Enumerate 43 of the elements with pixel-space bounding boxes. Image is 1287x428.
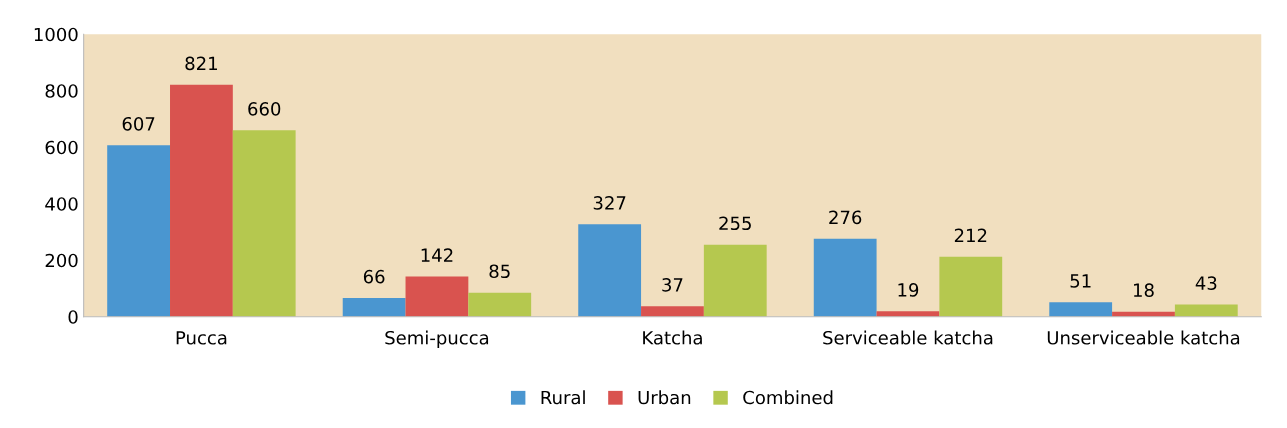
bar	[342, 298, 406, 317]
data-label: 327	[593, 196, 626, 210]
data-label: 66	[363, 269, 385, 284]
y-tick-label: 1000	[34, 27, 78, 42]
bar	[170, 84, 233, 317]
data-label: 255	[719, 216, 751, 231]
bar	[703, 244, 767, 317]
bar	[1174, 304, 1238, 317]
legend-label: Combined	[743, 390, 833, 405]
data-label: 660	[248, 102, 281, 116]
x-tick-label: Katcha	[643, 330, 702, 345]
legend-label: Rural	[541, 390, 585, 405]
bar	[813, 238, 877, 317]
bar	[939, 256, 1003, 317]
bar	[578, 224, 642, 317]
bar	[1049, 302, 1113, 317]
y-tick-label: 200	[45, 253, 78, 268]
data-label: 276	[829, 210, 862, 225]
bar	[107, 145, 171, 317]
y-tick-label: 600	[45, 140, 78, 155]
bar	[641, 306, 704, 317]
data-label: 85	[489, 264, 510, 279]
data-label: 51	[1070, 274, 1091, 288]
legend-label: Urban	[638, 390, 691, 405]
data-label: 142	[421, 248, 453, 262]
data-label: 607	[122, 116, 155, 131]
x-tick-label: Semi-pucca	[385, 330, 489, 349]
data-label: 821	[185, 56, 217, 71]
x-tick-label: Unserviceable katcha	[1047, 330, 1240, 345]
y-tick-label: 400	[45, 197, 78, 211]
data-label: 37	[662, 278, 683, 292]
x-tick-label: Pucca	[176, 331, 227, 345]
bar	[876, 311, 940, 317]
y-tick-label: 800	[45, 84, 78, 98]
data-label: 18	[1133, 283, 1154, 298]
bar	[468, 292, 532, 317]
data-label: 43	[1195, 276, 1217, 290]
data-label: 19	[898, 283, 919, 297]
bar	[405, 276, 469, 317]
data-label: 212	[954, 228, 987, 242]
y-tick-label: 0	[68, 310, 78, 324]
bar	[232, 130, 296, 317]
x-tick-label: Serviceable katcha	[823, 330, 993, 345]
